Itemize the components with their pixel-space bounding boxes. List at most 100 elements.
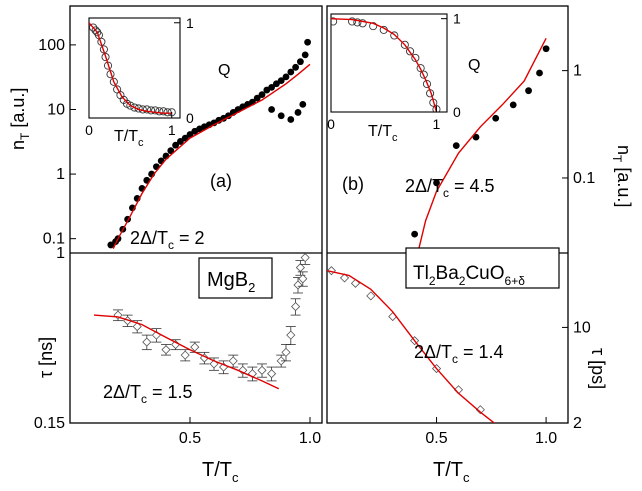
- plot-area-2: [93, 253, 311, 390]
- y-tick-label: 100: [38, 37, 65, 54]
- data-point: [287, 68, 295, 76]
- inset-left-x: T/Tc: [114, 128, 144, 149]
- data-point: [277, 77, 285, 84]
- data-point: [299, 100, 307, 108]
- y-tick-label: 1: [56, 245, 65, 262]
- x-tick-label: 1: [168, 122, 176, 138]
- x-label-left: T/Tc: [202, 459, 239, 485]
- data-point: [304, 38, 311, 46]
- data-point: [277, 112, 285, 120]
- data-point: [358, 19, 367, 28]
- data-point: [492, 114, 500, 122]
- data-point: [172, 141, 180, 149]
- plot-area-0: [107, 38, 311, 250]
- data-point: [109, 77, 118, 86]
- data-point: [293, 280, 303, 290]
- data-point: [419, 70, 428, 79]
- data-point: [353, 18, 362, 27]
- data-point: [142, 337, 152, 347]
- data-point: [452, 142, 460, 150]
- data-point: [101, 52, 110, 62]
- x-tick-label: 1: [433, 116, 441, 132]
- data-point: [186, 131, 194, 138]
- data-point: [155, 107, 164, 116]
- data-point: [475, 405, 485, 415]
- data-point: [281, 347, 291, 357]
- y-tick-label: 1: [573, 63, 582, 80]
- data-point: [161, 345, 171, 355]
- gap-label-c: 2Δ/Tc = 1.5: [103, 382, 193, 406]
- fit-curve-5: [331, 18, 438, 112]
- y-label-bottom-right: τ [ps]: [588, 348, 608, 389]
- inset-left-q: Q: [218, 62, 230, 79]
- y-tick-label: 1: [453, 11, 461, 27]
- data-point: [253, 94, 261, 102]
- data-point: [406, 47, 415, 56]
- data-point: [411, 230, 419, 238]
- data-point: [267, 369, 277, 379]
- data-point: [294, 109, 302, 116]
- data-point: [348, 17, 357, 26]
- x-tick-label: 0.5: [179, 430, 201, 447]
- data-point: [225, 112, 232, 120]
- data-point: [247, 369, 257, 379]
- data-point: [268, 83, 275, 91]
- data-point: [132, 322, 142, 332]
- data-point: [390, 31, 399, 40]
- fit-curve-4: [89, 22, 172, 114]
- data-point: [282, 73, 290, 81]
- data-point: [181, 134, 189, 142]
- data-point: [542, 45, 550, 53]
- inset-right-x: T/Tc: [368, 123, 398, 144]
- y-tick-label: 0: [453, 104, 461, 120]
- y-tick-label: 0.1: [573, 170, 595, 187]
- y-tick-label: 1: [56, 166, 65, 183]
- y-label-top-left: nT [a.u.]: [8, 88, 32, 150]
- data-point: [432, 105, 441, 112]
- y-label-bottom-left: τ [ns]: [36, 337, 56, 378]
- plot-area-3: [327, 266, 496, 423]
- panel-a-label: (a): [210, 171, 232, 191]
- data-point: [416, 64, 425, 73]
- material-box-a: [198, 257, 273, 299]
- fit-curve-2: [93, 314, 280, 390]
- data-point: [369, 22, 378, 31]
- inset-right-q: Q: [468, 57, 480, 74]
- material-box-b: [405, 247, 560, 289]
- data-point: [292, 63, 299, 71]
- data-point: [190, 342, 200, 352]
- fit-curve-0: [112, 63, 311, 250]
- data-point: [180, 350, 190, 360]
- data-point: [411, 53, 420, 62]
- data-point: [291, 302, 301, 312]
- x-tick-label: 1.0: [299, 430, 321, 447]
- data-point: [536, 69, 543, 77]
- panel-b-label: (b): [342, 174, 364, 194]
- data-point: [525, 87, 532, 95]
- data-point: [268, 106, 275, 113]
- data-point: [199, 353, 209, 363]
- data-point: [287, 116, 295, 123]
- data-point: [258, 91, 266, 98]
- data-point: [146, 106, 156, 115]
- data-point: [151, 106, 160, 115]
- data-point: [366, 291, 376, 301]
- data-point: [163, 108, 172, 117]
- data-point: [297, 58, 304, 66]
- x-tick-label: 0: [327, 116, 335, 132]
- data-point: [257, 365, 267, 375]
- inset-frame-4: [88, 17, 181, 119]
- data-point: [228, 356, 238, 366]
- data-point: [159, 107, 168, 116]
- data-point: [339, 273, 350, 283]
- x-tick-label: 0: [85, 122, 93, 138]
- gap-label-b: 2Δ/Tc = 4.5: [405, 176, 495, 200]
- gap-label-a: 2Δ/Tc = 2: [130, 228, 205, 252]
- data-point: [89, 23, 98, 32]
- data-point: [300, 253, 310, 263]
- data-point: [273, 80, 280, 88]
- y-label-top-right: nT [a.u.]: [610, 145, 634, 207]
- y-tick-label: 1: [186, 15, 194, 31]
